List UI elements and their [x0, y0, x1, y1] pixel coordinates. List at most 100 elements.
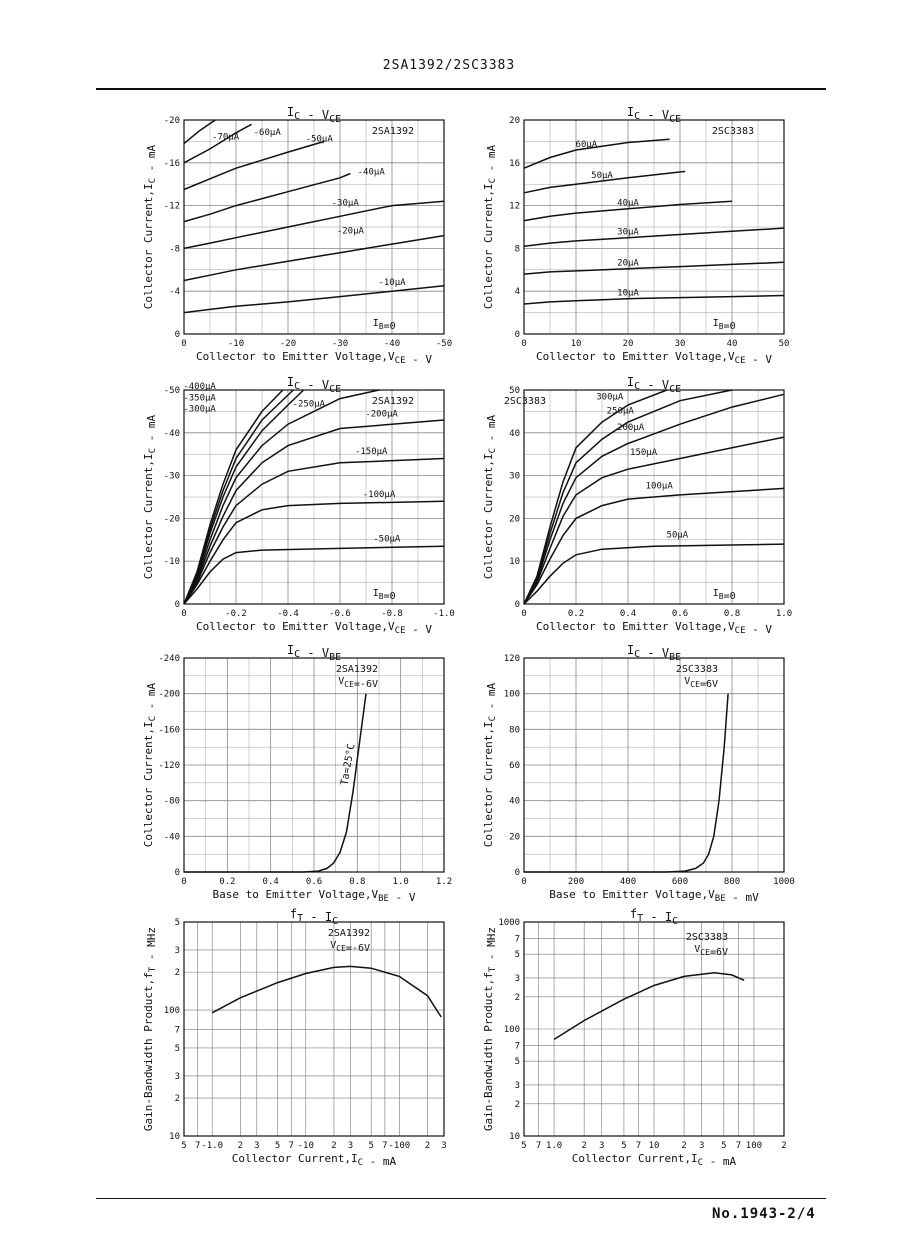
series-label: -150μA	[355, 447, 388, 457]
series-label: -30μA	[332, 199, 360, 209]
y-tick-label: 2	[515, 1100, 520, 1110]
y-tick-label: 0	[515, 330, 520, 340]
series-line	[184, 693, 367, 873]
series-line	[523, 294, 785, 305]
y-axis-label: Collector Current,IC - mA	[142, 682, 158, 847]
x-tick-label: 2	[781, 1141, 786, 1151]
chart-title: IC - VCE	[627, 105, 681, 125]
series-line	[183, 389, 294, 605]
x-tick-label: 0	[181, 609, 186, 619]
x-tick-label: 2	[681, 1141, 686, 1151]
series-line	[523, 170, 686, 194]
series-label: -40μA	[358, 168, 386, 178]
y-tick-label: -30	[164, 472, 180, 482]
series-line	[183, 389, 284, 605]
x-tick-label: 7	[736, 1141, 741, 1151]
x-tick-label: 600	[672, 877, 688, 887]
x-tick-label: 0.2	[568, 609, 584, 619]
x-tick-label: -0.8	[381, 609, 403, 619]
x-tick-label: 5	[275, 1141, 280, 1151]
y-tick-label: 16	[509, 159, 520, 169]
y-tick-label: 10	[169, 1132, 180, 1142]
series-line	[553, 972, 745, 1041]
x-tick-label: 0	[521, 877, 526, 887]
y-tick-label: -40	[164, 832, 180, 842]
series-line	[523, 543, 785, 605]
x-tick-label: 3	[348, 1141, 353, 1151]
condition-label: VCE=6V	[684, 676, 718, 690]
x-tick-label: 400	[620, 877, 636, 887]
y-tick-label: 3	[175, 946, 180, 956]
y-tick-label: 12	[509, 202, 520, 212]
device-tag: 2SC3383	[504, 396, 546, 407]
device-tag: 2SA1392	[328, 928, 370, 939]
y-tick-label: 20	[509, 514, 520, 524]
series-line	[523, 138, 670, 169]
series-label: -300μA	[183, 404, 216, 414]
page-header: 2SA1392/2SC3383	[382, 58, 516, 73]
series-label: 150μA	[630, 448, 658, 458]
device-tag: 2SC3383	[686, 932, 728, 943]
y-tick-label: -120	[158, 761, 180, 771]
x-tick-label: -0.4	[277, 609, 299, 619]
chart-ic-vbe-2sa1392: 0 0.2 0.4 0.6 0.8 1.0 1.2 0 -40 -80 -120 -160 -200 -2…	[142, 643, 452, 904]
series-line	[523, 389, 733, 605]
x-tick-label: 5	[521, 1141, 526, 1151]
x-tick-label: 2	[425, 1141, 430, 1151]
x-axis-label: Collector Current,IC - mA	[572, 1152, 737, 1168]
y-tick-label: -4	[169, 287, 180, 297]
y-tick-label: 3	[515, 1081, 520, 1091]
x-axis-label: Collector Current,IC - mA	[232, 1152, 397, 1168]
series-line	[183, 285, 445, 314]
series-label: -60μA	[254, 128, 282, 138]
series-label: -20μA	[337, 226, 365, 236]
x-tick-label: 20	[623, 339, 634, 349]
y-tick-label: 0	[175, 600, 180, 610]
x-tick-label: -1.0	[433, 609, 455, 619]
x-axis-label: Collector to Emitter Voltage,VCE - V	[536, 620, 772, 636]
x-tick-label: -10	[298, 1141, 314, 1151]
chart-title: IC - VCE	[287, 105, 341, 125]
series-line	[523, 436, 785, 605]
y-tick-label: 20	[509, 116, 520, 126]
plot-frame	[523, 921, 785, 1137]
x-tick-label: 3	[599, 1141, 604, 1151]
y-tick-label: 80	[509, 725, 520, 735]
device-tag: 2SA1392	[336, 664, 378, 675]
series-label: 100μA	[646, 481, 674, 491]
y-axis-label: Gain-Bandwidth Product,fT - MHz	[142, 927, 158, 1131]
series-line	[183, 419, 445, 605]
page-footer: No.1943-2/4	[712, 1206, 816, 1222]
y-tick-label: 120	[504, 654, 520, 664]
y-tick-label: 2	[175, 968, 180, 978]
x-tick-label: 7	[636, 1141, 641, 1151]
device-tag: 2SA1392	[372, 396, 414, 407]
y-tick-label: 40	[509, 429, 520, 439]
series-label: 40μA	[617, 199, 639, 209]
y-axis-label: Collector Current,IC - mA	[142, 414, 158, 579]
chart-ic-vce-2sc3383-low: 0 10 20 30 40 50 0 4 8 12 16 20 IC - VCE Collector to…	[482, 105, 789, 366]
y-tick-label: 0	[175, 868, 180, 878]
series-line	[523, 393, 785, 605]
x-tick-label: 5	[621, 1141, 626, 1151]
x-tick-label: 1.0	[393, 877, 409, 887]
y-tick-label: 8	[515, 244, 520, 254]
x-tick-label: 0.4	[263, 877, 279, 887]
series-label: 200μA	[617, 423, 645, 433]
x-tick-label: 2	[331, 1141, 336, 1151]
y-tick-label: 5	[515, 1057, 520, 1067]
x-tick-label: -0.6	[329, 609, 351, 619]
chart-ic-vce-2sa1392-sat: 0 -0.2 -0.4 -0.6 -0.8 -1.0 0 -10 -20 -30 -40 -50 IC …	[142, 375, 455, 636]
x-tick-label: 1.0	[546, 1141, 562, 1151]
series-line	[183, 200, 445, 250]
x-tick-label: 3	[441, 1141, 446, 1151]
chart-title: IC - VBE	[627, 643, 681, 663]
x-tick-label: 7	[289, 1141, 294, 1151]
x-tick-label: 10	[649, 1141, 660, 1151]
y-tick-label: -240	[158, 654, 180, 664]
x-axis-label: Collector to Emitter Voltage,VCE - V	[196, 350, 432, 366]
x-tick-label: -100	[389, 1141, 411, 1151]
x-tick-label: 3	[699, 1141, 704, 1151]
y-tick-label: -20	[164, 116, 180, 126]
